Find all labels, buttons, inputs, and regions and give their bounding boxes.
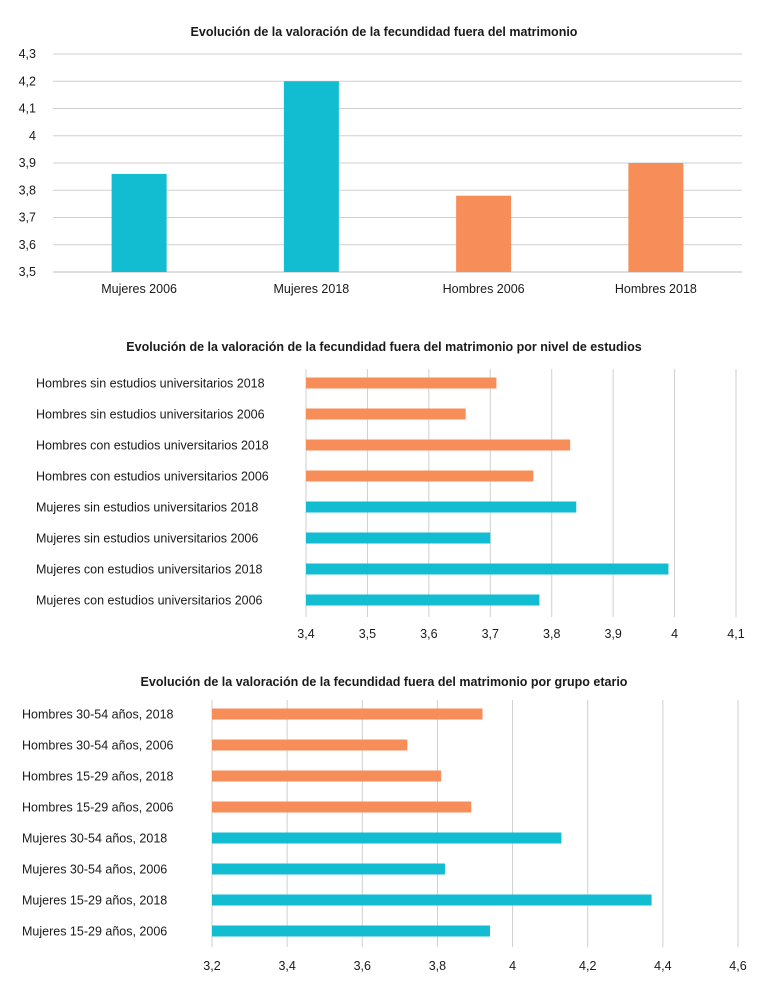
chart-age-group: Evolución de la valoración de la fecundi…	[22, 675, 747, 973]
bar	[306, 533, 490, 544]
bar	[212, 926, 490, 937]
x-tick-label: 3,8	[429, 959, 446, 973]
chart-education: Evolución de la valoración de la fecundi…	[36, 340, 745, 641]
y-category-label: Hombres 15-29 años, 2018	[22, 770, 174, 784]
y-category-label: Hombres sin estudios universitarios 2006	[36, 408, 265, 422]
x-category-label: Mujeres 2018	[274, 282, 350, 296]
bar	[112, 174, 167, 272]
bar	[284, 81, 339, 272]
x-tick-label: 3,7	[482, 627, 499, 641]
x-tick-label: 4,1	[727, 627, 744, 641]
x-tick-label: 4,4	[654, 959, 671, 973]
x-tick-label: 3,4	[278, 959, 295, 973]
bar	[306, 564, 668, 575]
bar	[306, 378, 496, 389]
bar	[212, 771, 441, 782]
x-tick-label: 3,2	[203, 959, 220, 973]
chart-overall: Evolución de la valoración de la fecundi…	[19, 25, 742, 296]
chart-education-title: Evolución de la valoración de la fecundi…	[126, 340, 641, 354]
x-tick-label: 3,5	[359, 627, 376, 641]
y-tick-label: 3,7	[19, 211, 36, 225]
x-tick-label: 3,6	[420, 627, 437, 641]
bar	[306, 595, 539, 606]
bar	[212, 802, 471, 813]
y-category-label: Hombres sin estudios universitarios 2018	[36, 377, 265, 391]
y-category-label: Mujeres sin estudios universitarios 2006	[36, 532, 258, 546]
chart-age-group-title: Evolución de la valoración de la fecundi…	[141, 675, 628, 689]
x-category-label: Mujeres 2006	[101, 282, 177, 296]
y-category-label: Mujeres con estudios universitarios 2018	[36, 563, 263, 577]
y-tick-label: 4,1	[19, 102, 36, 116]
y-tick-label: 3,9	[19, 156, 36, 170]
bar	[212, 864, 445, 875]
x-tick-label: 4	[509, 959, 516, 973]
bar	[212, 895, 652, 906]
y-category-label: Hombres con estudios universitarios 2006	[36, 470, 269, 484]
y-tick-label: 3,6	[19, 238, 36, 252]
y-category-label: Hombres 15-29 años, 2006	[22, 801, 174, 815]
y-tick-label: 3,5	[19, 265, 36, 279]
y-tick-label: 4	[29, 129, 36, 143]
chart-overall-title: Evolución de la valoración de la fecundi…	[191, 25, 578, 39]
bar	[212, 833, 561, 844]
x-tick-label: 3,8	[543, 627, 560, 641]
bar	[212, 709, 483, 720]
bar	[306, 440, 570, 451]
y-category-label: Hombres con estudios universitarios 2018	[36, 439, 269, 453]
bar	[456, 196, 511, 272]
bar	[628, 163, 683, 272]
x-tick-label: 4,6	[729, 959, 746, 973]
y-tick-label: 4,2	[19, 74, 36, 88]
bar	[306, 409, 466, 420]
y-category-label: Mujeres 15-29 años, 2006	[22, 925, 167, 939]
bar	[306, 471, 533, 482]
x-tick-label: 4,2	[579, 959, 596, 973]
x-category-label: Hombres 2018	[615, 282, 697, 296]
y-category-label: Mujeres con estudios universitarios 2006	[36, 594, 263, 608]
bar	[212, 740, 407, 751]
y-tick-label: 4,3	[19, 47, 36, 61]
x-tick-label: 4	[671, 627, 678, 641]
y-tick-label: 3,8	[19, 183, 36, 197]
y-category-label: Mujeres sin estudios universitarios 2018	[36, 501, 258, 515]
x-tick-label: 3,9	[604, 627, 621, 641]
y-category-label: Mujeres 15-29 años, 2018	[22, 894, 167, 908]
bar	[306, 502, 576, 513]
y-category-label: Mujeres 30-54 años, 2018	[22, 832, 167, 846]
x-tick-label: 3,4	[297, 627, 314, 641]
y-category-label: Mujeres 30-54 años, 2006	[22, 863, 167, 877]
x-tick-label: 3,6	[354, 959, 371, 973]
y-category-label: Hombres 30-54 años, 2018	[22, 708, 174, 722]
y-category-label: Hombres 30-54 años, 2006	[22, 739, 174, 753]
x-category-label: Hombres 2006	[443, 282, 525, 296]
